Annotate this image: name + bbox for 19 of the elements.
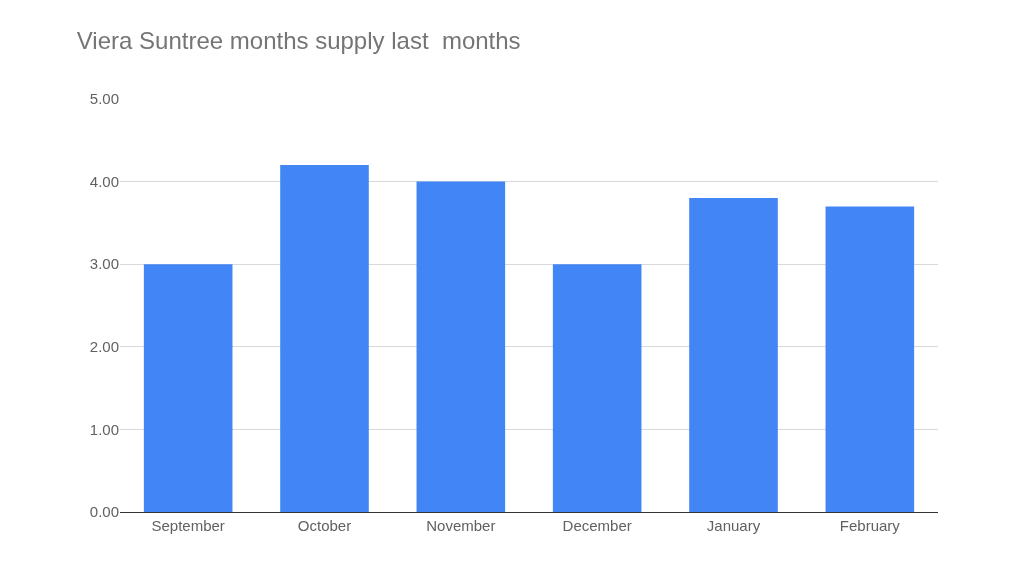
y-tick-label: 2.00: [89, 338, 119, 356]
bar: [280, 165, 369, 512]
bar: [143, 264, 233, 512]
bar: [825, 206, 915, 512]
bar: [552, 264, 642, 512]
x-tick-label: February: [839, 517, 901, 534]
y-tick-label: 5.00: [89, 90, 119, 108]
x-tick-label: January: [706, 517, 761, 534]
y-tick-label: 4.00: [89, 172, 119, 190]
y-tick-label: 3.00: [89, 255, 119, 273]
x-tick-label: October: [297, 517, 352, 534]
y-tick-label: 1.00: [89, 420, 119, 438]
bar: [689, 198, 778, 512]
x-tick-label: December: [562, 517, 632, 534]
x-tick-label: November: [426, 517, 496, 534]
bar: [416, 181, 506, 512]
x-tick-label: September: [151, 517, 225, 534]
chart-title: Viera Suntree months supply last months: [76, 26, 521, 54]
y-tick-label: 0.00: [89, 503, 119, 521]
